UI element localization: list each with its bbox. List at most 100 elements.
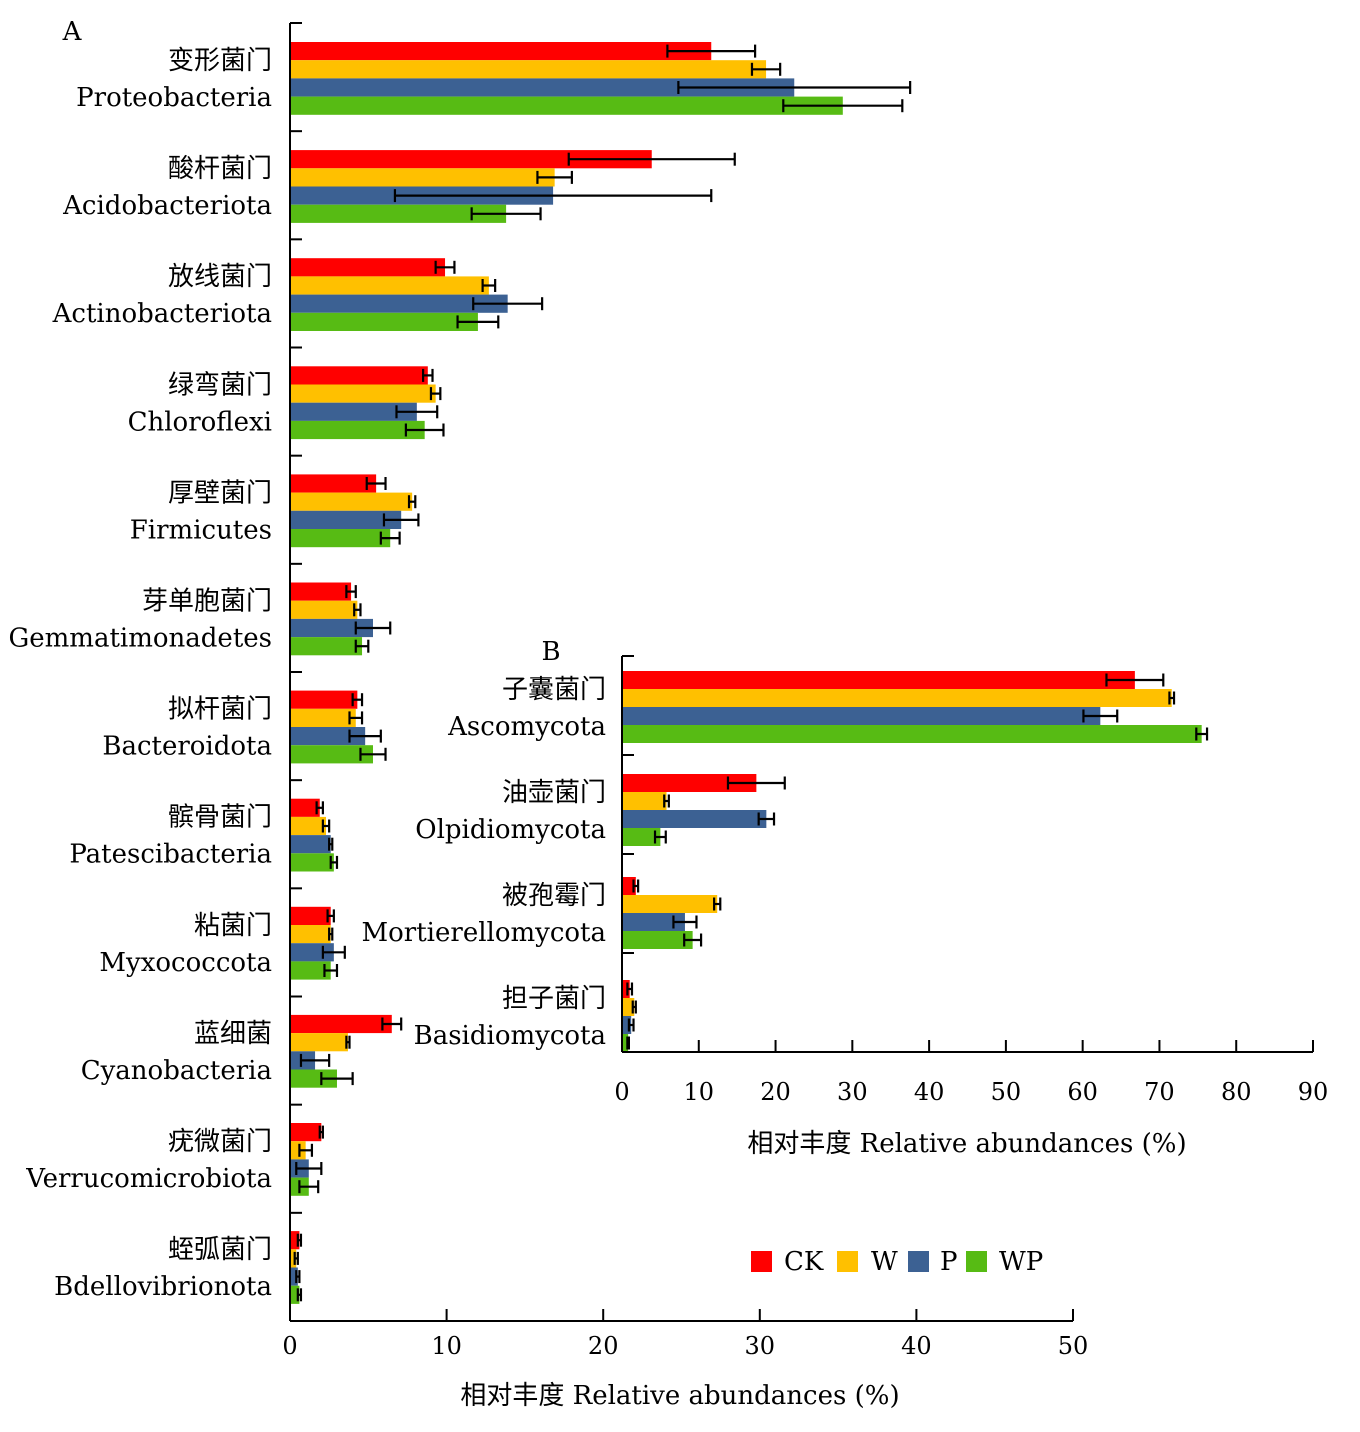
x-tick-label: 90 [1298,1078,1329,1106]
category-label-en: Bdellovibrionota [54,1272,272,1302]
bar-p-firmicutes [290,510,402,529]
error-bar [632,879,640,893]
legend-label-w: W [871,1247,898,1277]
x-axis-label: 相对丰度 Relative abundances (%) [747,1129,1186,1159]
legend-swatch-wp [966,1251,987,1272]
category-label-en: Myxococcota [99,948,272,978]
category-label-en: Proteobacteria [76,83,272,113]
legend-label-wp: WP [999,1247,1043,1277]
error-bar [481,279,497,292]
error-bar [683,933,703,947]
category-label-zh: 子囊菌门 [502,675,606,705]
panel-label-a: A [62,17,83,47]
error-bar [328,927,334,941]
category-label-en: Gemmatimonadetes [9,624,273,654]
category-label-zh: 被孢霉门 [502,881,606,911]
bar-wp-cyanobacteria [290,1069,337,1088]
bar-p-gemmatimonadetes [290,618,373,638]
bar-w-gemmatimonadetes [290,600,358,619]
error-bar [677,81,912,94]
x-tick-label: 10 [431,1332,462,1360]
error-bar [354,639,370,653]
error-bar [1105,673,1165,687]
error-bar [626,1036,631,1050]
bar-p-olpidiomycota [622,810,767,828]
bar-ck-chloroflexi [290,366,428,385]
error-bar [321,819,331,833]
bar-w-verrucomicrobiota [290,1141,306,1160]
panel-a: A 0 10 20 30 40 50 相对丰度 Relative abundances (%)… [9,17,1089,1411]
panel-label-b: B [541,637,560,667]
bar-w-bdellovibrionota [290,1249,297,1268]
bar-wp-chloroflexi [290,420,425,440]
error-bar [472,297,544,311]
bar-p-proteobacteria [290,78,795,97]
category-label-en: Acidobacteriota [62,191,272,221]
error-bar [395,405,439,419]
category-label-zh: 油壶菌门 [502,778,606,808]
error-bar [1082,709,1119,723]
bar-w-ascomycota [622,689,1172,707]
category-label-en: Firmicutes [130,515,272,545]
bar-p-patescibacteria [290,835,331,854]
bar-p-basidiomycota [622,1016,632,1034]
error-bar [315,801,324,815]
legend-swatch-ck [751,1251,772,1272]
category-label-zh: 蛭弧菌门 [168,1235,272,1265]
category-label-zh: 粘菌门 [194,911,272,941]
bar-w-firmicutes [290,492,413,511]
category-label-zh: 放线菌门 [168,262,272,292]
panel-b: B 0 10 20 30 40 50 60 70 80 90 相对丰度 Relative abunda… [362,637,1329,1159]
error-bar [713,897,722,911]
error-bar [672,915,698,929]
x-tick-label: 40 [901,1332,932,1360]
category-label-zh: 酸杆菌门 [168,154,272,184]
x-tick-label: 50 [1058,1332,1089,1360]
bar-p-actinobacteriota [290,294,508,313]
error-bar [407,495,417,509]
x-tick-label: 30 [837,1078,868,1106]
error-bar [567,152,736,166]
error-bar [381,1017,403,1031]
bar-wp-gemmatimonadetes [290,637,363,656]
legend-swatch-w [837,1251,858,1272]
error-bar [653,830,667,844]
error-bar [295,1162,323,1175]
bar-ck-firmicutes [290,474,377,493]
x-tick-label: 0 [282,1332,297,1360]
error-bar [631,1000,637,1014]
category-label-en: Chloroflexi [128,407,272,437]
bar-wp-proteobacteria [290,96,843,115]
x-tick-label: 10 [684,1078,715,1106]
error-bar [293,1251,299,1265]
bar-w-cyanobacteria [290,1033,348,1052]
bar-wp-ascomycota [622,725,1202,743]
x-axis-label: 相对丰度 Relative abundances (%) [460,1381,899,1411]
category-label-zh: 绿弯菌门 [168,370,272,400]
error-bar [429,387,442,401]
error-bar [323,964,339,977]
error-bar [393,189,713,203]
bar-ck-bdellovibrionota [290,1231,300,1250]
bar-ck-proteobacteria [290,42,712,61]
error-bar [326,909,335,923]
error-bar [359,747,387,761]
bar-w-actinobacteriota [290,276,489,295]
error-bar [726,776,786,790]
error-bar [365,477,387,490]
error-bar [379,531,401,545]
category-label-en: Bacteroidota [102,732,272,762]
error-bar [666,44,757,58]
bar-wp-myxococcota [290,961,331,980]
error-bar [782,99,904,113]
bar-wp-firmicutes [290,529,391,548]
x-tick-label: 80 [1221,1078,1252,1106]
bar-p-bdellovibrionota [290,1267,298,1286]
error-bar [351,693,364,707]
bar-w-chloroflexi [290,384,436,403]
category-label-zh: 厚壁菌门 [168,478,272,508]
error-bar [627,1018,635,1032]
category-label-zh: 拟杆菌门 [168,695,272,725]
bar-w-proteobacteria [290,60,767,79]
